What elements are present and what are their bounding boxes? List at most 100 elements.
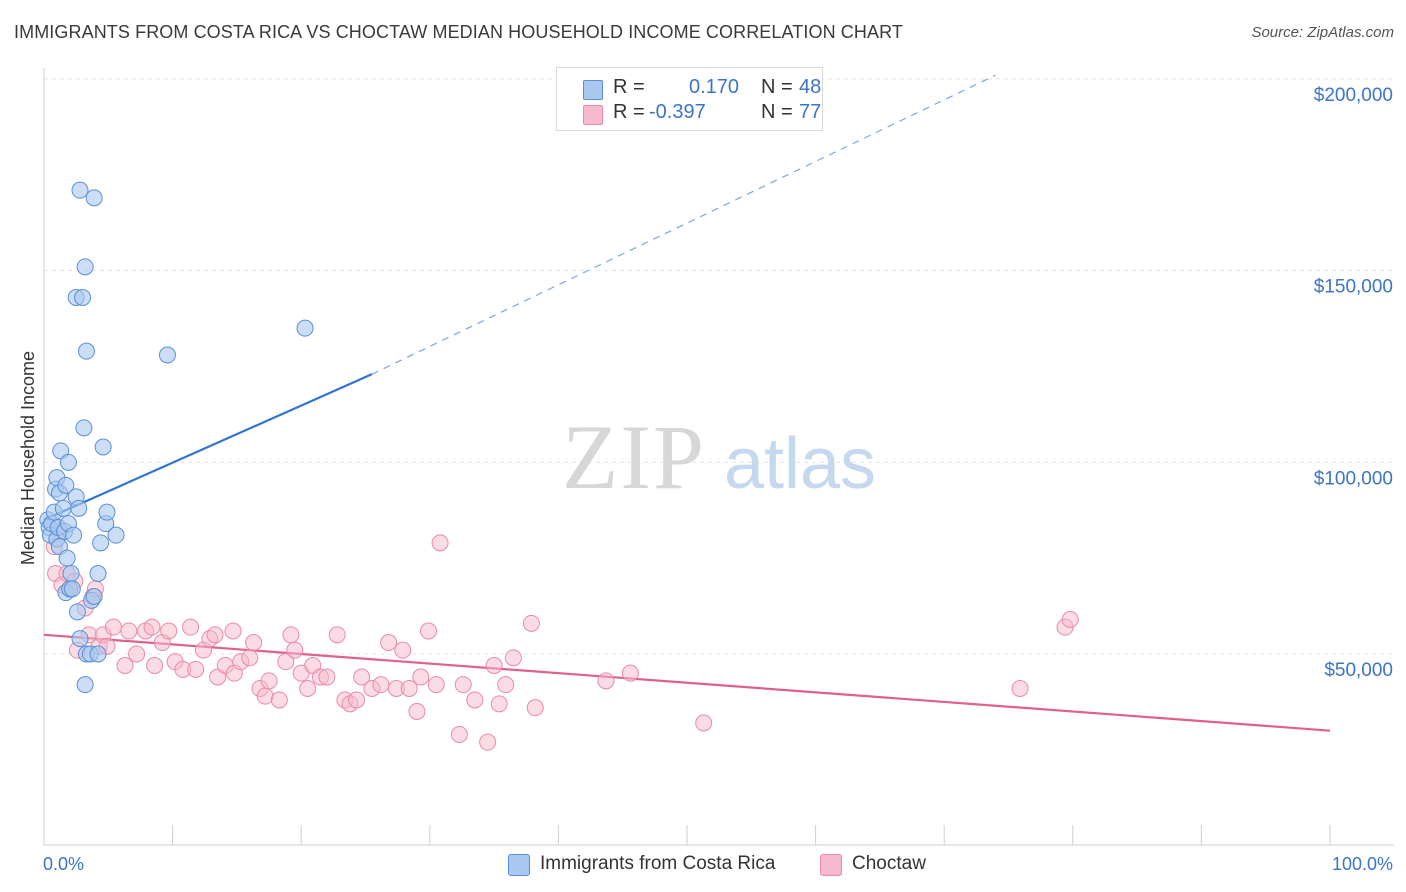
data-point-costa-rica [75,419,93,437]
data-point-choctaw [256,687,274,705]
data-point-costa-rica [89,645,107,663]
data-point-costa-rica [58,549,76,567]
data-point-choctaw [466,691,484,709]
data-point-choctaw [245,634,263,651]
data-point-costa-rica [65,526,83,544]
data-point-costa-rica [68,603,86,621]
data-point-choctaw [420,622,438,640]
data-point-costa-rica [85,189,103,207]
data-point-choctaw [328,626,346,644]
data-point-choctaw [128,645,146,663]
data-point-choctaw [143,618,161,636]
trend-lines [43,74,1331,732]
data-point-costa-rica [62,565,80,582]
data-point-choctaw [394,641,412,659]
data-point-costa-rica [94,438,112,456]
data-point-choctaw [400,680,418,697]
data-point-choctaw [116,657,134,674]
source-note: Source: ZipAtlas.com [1251,24,1394,41]
data-point-choctaw [490,695,508,713]
data-point-choctaw [160,622,178,640]
watermark: ZIP atlas [562,406,876,508]
data-point-choctaw [353,668,371,686]
axes [43,68,1394,846]
costa-rica-points [39,181,314,694]
data-point-costa-rica [92,534,110,552]
legend-n-value: 48 [799,76,822,98]
data-point-costa-rica [57,476,75,494]
series-name: Immigrants from Costa Rica [540,853,776,874]
data-point-costa-rica [76,258,94,276]
data-point-choctaw [412,668,430,686]
data-point-choctaw [497,676,515,694]
legend-swatch-pink [583,105,603,125]
data-point-choctaw [120,622,138,640]
data-point-choctaw [318,668,336,686]
data-point-costa-rica [76,676,94,694]
correlation-legend: R = 0.170 N = 48 R = -0.397 N = 77 [556,67,823,131]
legend-r-value: -0.397 [649,101,706,123]
y-tick-labels: $50,000 $100,000 $150,000 $200,000 [1314,85,1393,681]
data-point-choctaw [621,664,639,682]
data-point-choctaw [299,680,317,697]
x-tick-labels: 0.0% 100.0% [43,854,1393,874]
data-point-choctaw [454,676,472,694]
data-point-choctaw [380,634,398,651]
data-point-choctaw [427,676,445,694]
y-tick-label: $50,000 [1324,660,1393,681]
legend-swatch-blue [508,854,530,876]
data-point-costa-rica [158,346,176,364]
data-point-choctaw [224,622,242,640]
series-name: Choctaw [852,853,926,874]
data-point-choctaw [187,660,205,678]
y-axis-title: Median Household Income [18,351,38,565]
data-point-choctaw [270,691,288,709]
data-point-costa-rica [70,499,88,517]
legend-n-value: 77 [799,101,822,123]
chart-title: IMMIGRANTS FROM COSTA RICA VS CHOCTAW ME… [14,22,903,42]
data-point-costa-rica [63,580,81,598]
legend-n-label: N = [761,101,793,123]
data-point-costa-rica [54,499,72,517]
data-point-choctaw [1061,611,1079,628]
data-point-choctaw [241,649,259,667]
data-point-choctaw [431,534,449,552]
legend-swatch-blue [583,80,603,100]
legend-swatch-pink [820,854,842,876]
data-point-choctaw [260,672,278,690]
data-point-choctaw [146,657,164,674]
watermark-zip: ZIP [562,406,706,508]
data-point-choctaw [450,726,468,743]
legend-n-label: N = [761,76,793,98]
data-point-costa-rica [77,342,95,360]
data-point-costa-rica [296,319,314,337]
data-point-choctaw [526,699,544,717]
data-point-choctaw [182,618,200,636]
legend-r-label: R = [613,76,645,98]
data-point-costa-rica [89,565,107,582]
data-point-choctaw [1011,680,1029,697]
y-tick-label: $100,000 [1314,468,1393,489]
data-point-choctaw [504,649,522,667]
trend-line-choctaw [43,633,1331,732]
legend-r-value: 0.170 [689,76,740,98]
data-point-costa-rica [98,503,116,521]
data-point-choctaw [282,626,300,644]
data-point-choctaw [286,641,304,659]
trend-line-extension [371,74,996,375]
data-point-costa-rica [71,630,89,648]
legend-r-label: R = [613,101,645,123]
data-point-costa-rica [71,181,89,199]
data-point-choctaw [104,618,122,636]
data-point-choctaw [522,614,540,632]
x-tick-label: 100.0% [1332,854,1393,874]
data-point-choctaw [372,676,390,694]
trend-line-costa-rica [43,373,373,521]
data-point-costa-rica [74,289,92,306]
y-tick-label: $150,000 [1314,277,1393,298]
gridlines [44,78,1394,655]
watermark-atlas: atlas [724,424,876,504]
data-point-costa-rica [85,588,103,605]
y-tick-label: $200,000 [1314,85,1393,106]
